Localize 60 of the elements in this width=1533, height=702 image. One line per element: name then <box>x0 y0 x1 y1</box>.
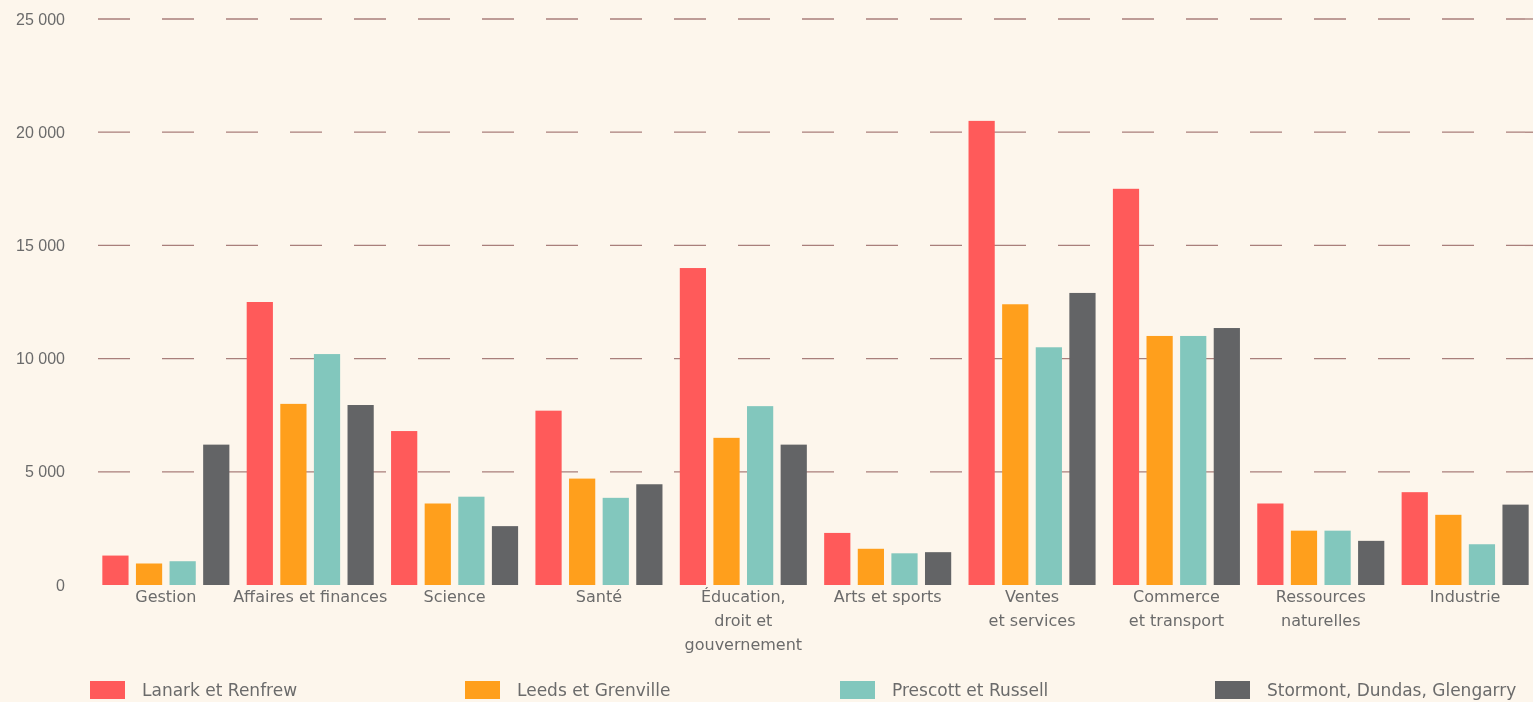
y-tick-label: 10 000 <box>16 350 66 368</box>
x-tick-label: Ventes et services <box>988 587 1076 630</box>
bar <box>602 497 629 585</box>
x-tick-label: Gestion <box>135 587 197 606</box>
bar <box>891 553 918 585</box>
bar <box>636 484 663 585</box>
bar <box>347 405 374 585</box>
bar <box>1069 292 1096 585</box>
bar <box>1358 540 1385 585</box>
bar <box>246 302 273 585</box>
x-tick-label: Affaires et finances <box>233 587 388 606</box>
legend-label: Leeds et Grenville <box>517 680 671 700</box>
bar <box>313 354 341 585</box>
x-tick-label: Commerce et transport <box>1128 587 1224 630</box>
bar <box>1324 530 1351 585</box>
bar <box>1257 503 1284 585</box>
bar <box>857 548 884 585</box>
bar <box>1468 544 1496 585</box>
bar <box>1435 514 1462 585</box>
bar <box>1213 328 1240 585</box>
bar <box>1180 335 1207 585</box>
x-tick-label: Science <box>423 587 486 606</box>
legend-label: Lanark et Renfrew <box>142 680 298 700</box>
legend-label: Prescott et Russell <box>892 680 1049 700</box>
x-tick-label: Arts et sports <box>833 587 942 606</box>
x-tick-label: Industrie <box>1429 587 1501 606</box>
legend-label: Stormont, Dundas, Glengarry <box>1267 680 1517 700</box>
x-tick-label: Ressources naturelles <box>1275 587 1366 630</box>
bar <box>135 563 163 585</box>
bar <box>203 444 230 585</box>
bar <box>747 406 774 585</box>
y-tick-label: 0 <box>56 576 66 594</box>
bar <box>1146 335 1173 585</box>
x-tick-label: Santé <box>575 587 623 606</box>
bar <box>679 268 707 585</box>
bar <box>535 410 562 585</box>
bar <box>102 555 129 585</box>
bar <box>491 526 519 585</box>
bar <box>1002 304 1029 585</box>
bar <box>458 496 485 585</box>
bar <box>1290 530 1318 585</box>
bar <box>391 431 418 585</box>
bar <box>1035 347 1062 585</box>
bar <box>968 120 995 585</box>
bar <box>1502 504 1529 585</box>
bar <box>924 552 952 585</box>
y-tick-label: 15 000 <box>16 237 66 255</box>
y-tick-label: 20 000 <box>16 123 66 141</box>
bar <box>280 403 307 585</box>
y-tick-label: 25 000 <box>16 10 66 28</box>
x-tick-label: Éducation, droit et gouvernement <box>684 587 803 654</box>
bar <box>780 444 807 585</box>
bar <box>569 478 596 585</box>
bar <box>1112 188 1140 585</box>
bar <box>169 561 196 585</box>
bar <box>1401 492 1428 585</box>
y-tick-label: 5 000 <box>24 463 66 481</box>
bar <box>713 437 740 585</box>
bar <box>824 532 851 585</box>
bar <box>424 503 451 585</box>
